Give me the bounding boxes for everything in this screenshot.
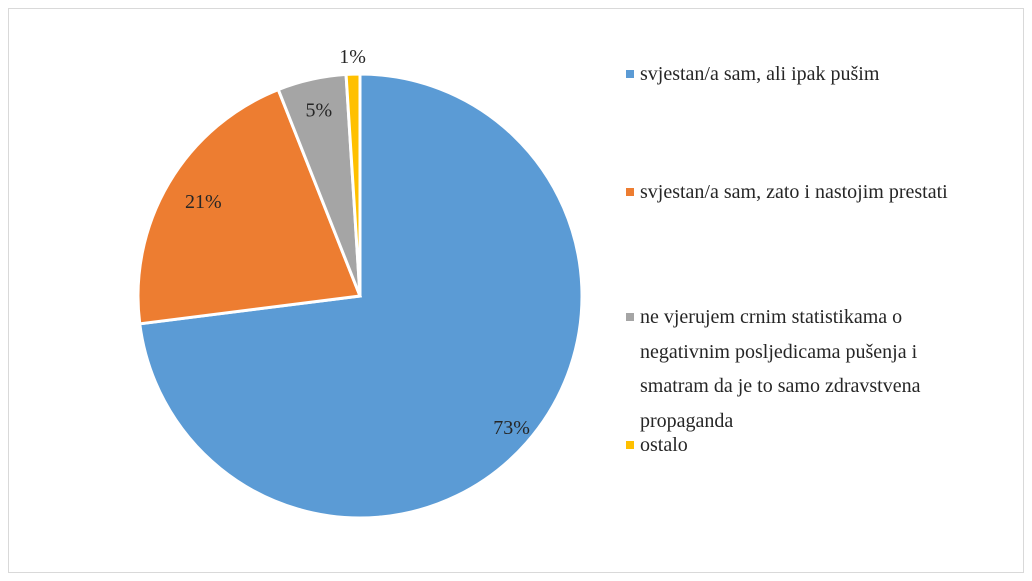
legend-item: ostalo <box>626 428 986 463</box>
data-label: 5% <box>306 99 333 121</box>
legend-swatch <box>626 313 634 321</box>
legend-label: svjestan/a sam, zato i nastojim prestati <box>640 181 948 203</box>
legend-item: ne vjerujem crnim statistikama o negativ… <box>626 300 986 438</box>
legend-item: svjestan/a sam, zato i nastojim prestati <box>626 175 986 210</box>
legend-label: ne vjerujem crnim statistikama o negativ… <box>640 306 921 432</box>
data-label: 1% <box>339 46 366 68</box>
legend-item: svjestan/a sam, ali ipak pušim <box>626 57 986 92</box>
chart-frame <box>8 8 1024 573</box>
legend-swatch <box>626 441 634 449</box>
data-label: 21% <box>185 191 222 213</box>
legend-label: svjestan/a sam, ali ipak pušim <box>640 63 880 85</box>
pie-slice <box>136 87 363 326</box>
pie-slice <box>344 72 362 297</box>
legend-label: ostalo <box>640 434 688 456</box>
legend-swatch <box>626 70 634 78</box>
legend-swatch <box>626 188 634 196</box>
data-label: 73% <box>493 417 530 439</box>
